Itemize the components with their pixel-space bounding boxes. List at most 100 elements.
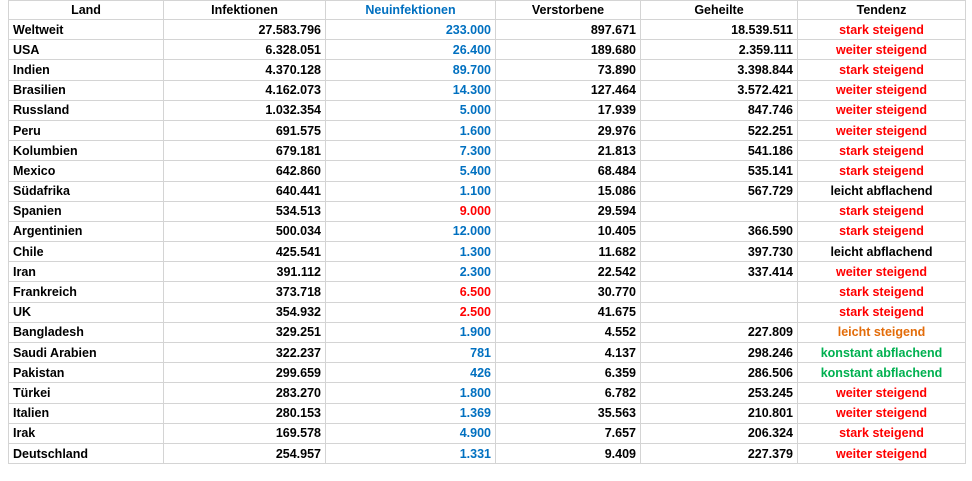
recovered-cell: 2.359.111 [640, 39, 798, 61]
recovered-cell: 286.506 [640, 362, 798, 384]
recovered-cell: 18.539.511 [640, 18, 798, 41]
country-cell: Russland [8, 99, 164, 121]
country-cell: Kolumbien [8, 140, 164, 162]
table-row: Frankreich 373.718 6.500 30.770 stark steige… [8, 281, 966, 303]
new-infections-cell: 233.000 [325, 18, 496, 41]
country-cell: Südafrika [8, 180, 164, 202]
country-cell: Italien [8, 402, 164, 424]
table-row: Bangladesh 329.251 1.900 4.552 227.809 leicht… [8, 321, 966, 344]
recovered-cell: 522.251 [640, 119, 798, 142]
deaths-cell: 17.939 [495, 99, 641, 121]
table-row: Weltweit 27.583.796 233.000 897.671 18.539.5… [8, 18, 966, 41]
new-infections-cell: 426 [325, 362, 496, 384]
country-cell: Chile [8, 241, 164, 263]
country-cell: Pakistan [8, 362, 164, 384]
infections-cell: 322.237 [163, 341, 326, 364]
country-cell: USA [8, 39, 164, 61]
infections-cell: 391.112 [163, 261, 326, 283]
trend-cell: weiter steigend [797, 261, 966, 283]
column-header: Neuinfektionen [325, 0, 496, 20]
deaths-cell: 6.782 [495, 382, 641, 404]
country-cell: Indien [8, 59, 164, 81]
deaths-cell: 897.671 [495, 18, 641, 41]
table-row: Kolumbien 679.181 7.300 21.813 541.186 stark … [8, 140, 966, 162]
country-cell: Türkei [8, 382, 164, 404]
country-cell: Peru [8, 119, 164, 142]
table-row: UK 354.932 2.500 41.675 stark steigend [8, 301, 966, 323]
new-infections-cell: 1.100 [325, 180, 496, 202]
table-row: Brasilien 4.162.073 14.300 127.464 3.572.421… [8, 79, 966, 101]
recovered-cell: 847.746 [640, 99, 798, 121]
infections-cell: 283.270 [163, 382, 326, 404]
table-row: Peru 691.575 1.600 29.976 522.251 weiter stei… [8, 119, 966, 142]
trend-cell: stark steigend [797, 200, 966, 222]
new-infections-cell: 89.700 [325, 59, 496, 81]
table-row: Iran 391.112 2.300 22.542 337.414 weiter stei… [8, 261, 966, 283]
table-row: Türkei 283.270 1.800 6.782 253.245 weiter ste… [8, 382, 966, 404]
new-infections-cell: 14.300 [325, 79, 496, 101]
column-header: Geheilte [640, 0, 798, 20]
infections-cell: 640.441 [163, 180, 326, 202]
recovered-cell [640, 200, 798, 222]
deaths-cell: 68.484 [495, 160, 641, 182]
country-cell: Mexico [8, 160, 164, 182]
table-row: Italien 280.153 1.369 35.563 210.801 weiter s… [8, 402, 966, 424]
infections-cell: 254.957 [163, 442, 326, 465]
table-row: Irak 169.578 4.900 7.657 206.324 stark steige… [8, 422, 966, 444]
table-row: Argentinien 500.034 12.000 10.405 366.590 sta… [8, 220, 966, 243]
table-row: Deutschland 254.957 1.331 9.409 227.379 weite… [8, 442, 966, 465]
deaths-cell: 189.680 [495, 39, 641, 61]
recovered-cell: 253.245 [640, 382, 798, 404]
deaths-cell: 41.675 [495, 301, 641, 323]
new-infections-cell: 1.300 [325, 241, 496, 263]
trend-cell: stark steigend [797, 220, 966, 243]
infections-cell: 6.328.051 [163, 39, 326, 61]
trend-cell: weiter steigend [797, 79, 966, 101]
deaths-cell: 6.359 [495, 362, 641, 384]
country-cell: Bangladesh [8, 321, 164, 344]
trend-cell: weiter steigend [797, 382, 966, 404]
country-cell: Irak [8, 422, 164, 444]
column-header: Verstorbene [495, 0, 641, 20]
trend-cell: weiter steigend [797, 442, 966, 465]
infections-cell: 1.032.354 [163, 99, 326, 121]
infections-cell: 425.541 [163, 241, 326, 263]
trend-cell: leicht abflachend [797, 241, 966, 263]
deaths-cell: 4.552 [495, 321, 641, 344]
new-infections-cell: 2.500 [325, 301, 496, 323]
country-cell: Deutschland [8, 442, 164, 465]
trend-cell: stark steigend [797, 140, 966, 162]
column-header: Tendenz [797, 0, 966, 20]
recovered-cell: 227.379 [640, 442, 798, 465]
table-row: Indien 4.370.128 89.700 73.890 3.398.844 star… [8, 59, 966, 81]
infections-cell: 642.860 [163, 160, 326, 182]
trend-cell: weiter steigend [797, 99, 966, 121]
new-infections-cell: 5.400 [325, 160, 496, 182]
recovered-cell: 298.246 [640, 341, 798, 364]
recovered-cell: 227.809 [640, 321, 798, 344]
trend-cell: konstant abflachend [797, 341, 966, 364]
deaths-cell: 30.770 [495, 281, 641, 303]
infections-cell: 679.181 [163, 140, 326, 162]
deaths-cell: 127.464 [495, 79, 641, 101]
trend-cell: stark steigend [797, 301, 966, 323]
recovered-cell: 366.590 [640, 220, 798, 243]
new-infections-cell: 5.000 [325, 99, 496, 121]
country-cell: Frankreich [8, 281, 164, 303]
new-infections-cell: 4.900 [325, 422, 496, 444]
infections-cell: 299.659 [163, 362, 326, 384]
deaths-cell: 29.976 [495, 119, 641, 142]
column-header: Land [8, 0, 164, 20]
country-cell: Brasilien [8, 79, 164, 101]
trend-cell: stark steigend [797, 59, 966, 81]
recovered-cell: 3.398.844 [640, 59, 798, 81]
country-cell: Saudi Arabien [8, 341, 164, 364]
trend-cell: stark steigend [797, 281, 966, 303]
new-infections-cell: 1.369 [325, 402, 496, 424]
infections-cell: 329.251 [163, 321, 326, 344]
trend-cell: stark steigend [797, 422, 966, 444]
deaths-cell: 4.137 [495, 341, 641, 364]
header-row: Land Infektionen Neuinfektionen Verstorbene… [8, 0, 966, 20]
country-cell: Argentinien [8, 220, 164, 243]
